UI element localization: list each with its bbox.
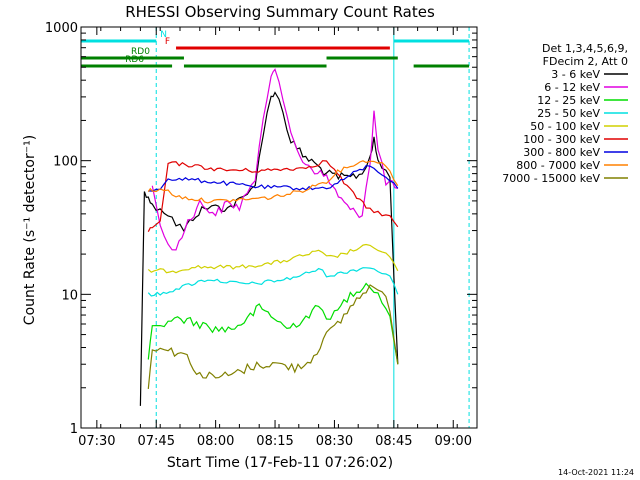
legend-label-2: 12 - 25 keV [537,94,600,107]
x-tick-label-1: 07:45 [138,434,175,449]
x-tick-label-6: 09:00 [435,434,472,449]
bar-label-rd0: RD0 [131,47,150,57]
x-tick-label-2: 08:00 [197,434,234,449]
series-line-8 [147,284,399,389]
legend-label-6: 300 - 800 keV [523,146,600,159]
x-tick-label-0: 07:30 [78,434,115,449]
legend-label-4: 50 - 100 keV [530,120,600,133]
series-line-6 [148,165,399,192]
series-line-2 [147,282,399,365]
footer-timestamp: 14-Oct-2021 11:24 [558,468,634,477]
vertical-markers [155,27,470,428]
legend-label-5: 100 - 300 keV [523,133,600,146]
legend-label-1: 6 - 12 keV [544,81,600,94]
plot-axes: 07:30 07:45 08:00 08:15 08:30 08:45 09:00 1 10 10… [45,21,478,449]
series-line-3 [147,267,399,297]
x-tick-label-4: 08:30 [316,434,353,449]
x-tick-label-5: 08:45 [375,434,412,449]
legend-header-0: Det 1,3,4,5,6,9, [542,42,628,55]
series-line-0 [139,91,399,406]
y-tick-label-3: 1000 [45,21,78,36]
series-line-7 [147,160,399,204]
y-tick-label-1: 10 [61,288,78,303]
x-axis-label: Start Time (17-Feb-11 07:26:02) [167,455,393,471]
y-tick-label-0: 1 [70,422,78,437]
legend-label-7: 800 - 7000 keV [516,159,600,172]
y-axis-label: Count Rate (s⁻¹ detector⁻¹) [22,135,38,325]
bar-label-f: F [165,37,170,47]
legend: Det 1,3,4,5,6,9,FDecim 2, Att 03 - 6 keV… [502,42,628,185]
series-line-1 [151,68,398,251]
chart-title: RHESSI Observing Summary Count Rates [125,3,435,21]
series-line-5 [147,160,399,232]
data-series [139,68,399,406]
legend-label-8: 7000 - 15000 keV [502,172,600,185]
series-line-4 [147,243,399,274]
legend-label-3: 25 - 50 keV [537,107,600,120]
bar-label-n: N [160,30,167,40]
y-tick-label-2: 100 [53,155,78,170]
x-tick-label-3: 08:15 [256,434,293,449]
bar-label-rd6: RD6 [125,55,144,65]
legend-label-0: 3 - 6 keV [551,68,600,81]
legend-header-1: FDecim 2, Att 0 [543,55,628,68]
